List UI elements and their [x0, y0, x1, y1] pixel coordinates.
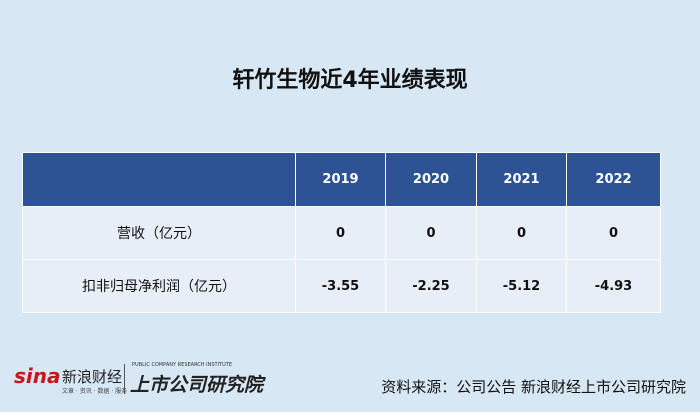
brand: 新浪财经 — [62, 368, 123, 386]
logo: sina — [14, 364, 61, 388]
cell: 0 — [476, 206, 567, 260]
cell: -3.55 — [295, 259, 386, 313]
cell: -5.12 — [476, 259, 567, 313]
cell: 0 — [295, 206, 386, 260]
column-header: 2019 — [295, 152, 386, 207]
institute-en: PUBLIC COMPANY RESEARCH INSTITUTE — [132, 362, 232, 368]
cell: 0 — [566, 206, 661, 260]
column-header: 2020 — [385, 152, 477, 207]
row-label: 扣非归母净利润（亿元） — [22, 259, 296, 313]
source: 资料来源：公司公告 新浪财经上市公司研究院 — [381, 378, 686, 396]
table: 2019 2020 2021 2022 营收（亿元） 0 0 0 0 扣非归母净… — [22, 152, 661, 313]
column-header: 2021 — [476, 152, 567, 207]
institute: 上市公司研究院 — [130, 374, 264, 396]
divider — [124, 364, 125, 394]
row: 扣非归母净利润（亿元） -3.55 -2.25 -5.12 -4.93 — [22, 259, 661, 313]
corner-cell — [22, 152, 296, 207]
cell: 0 — [385, 206, 477, 260]
cell: -4.93 — [566, 259, 661, 313]
title: 轩竹生物近4年业绩表现 — [232, 68, 468, 93]
column-header: 2022 — [566, 152, 661, 207]
cell: -2.25 — [385, 259, 477, 313]
brand-sub: 文章 · 资讯 · 数据 · 服务 — [62, 388, 128, 395]
header-row: 2019 2020 2021 2022 — [22, 152, 661, 207]
row: 营收（亿元） 0 0 0 0 — [22, 206, 661, 260]
row-label: 营收（亿元） — [22, 206, 296, 260]
